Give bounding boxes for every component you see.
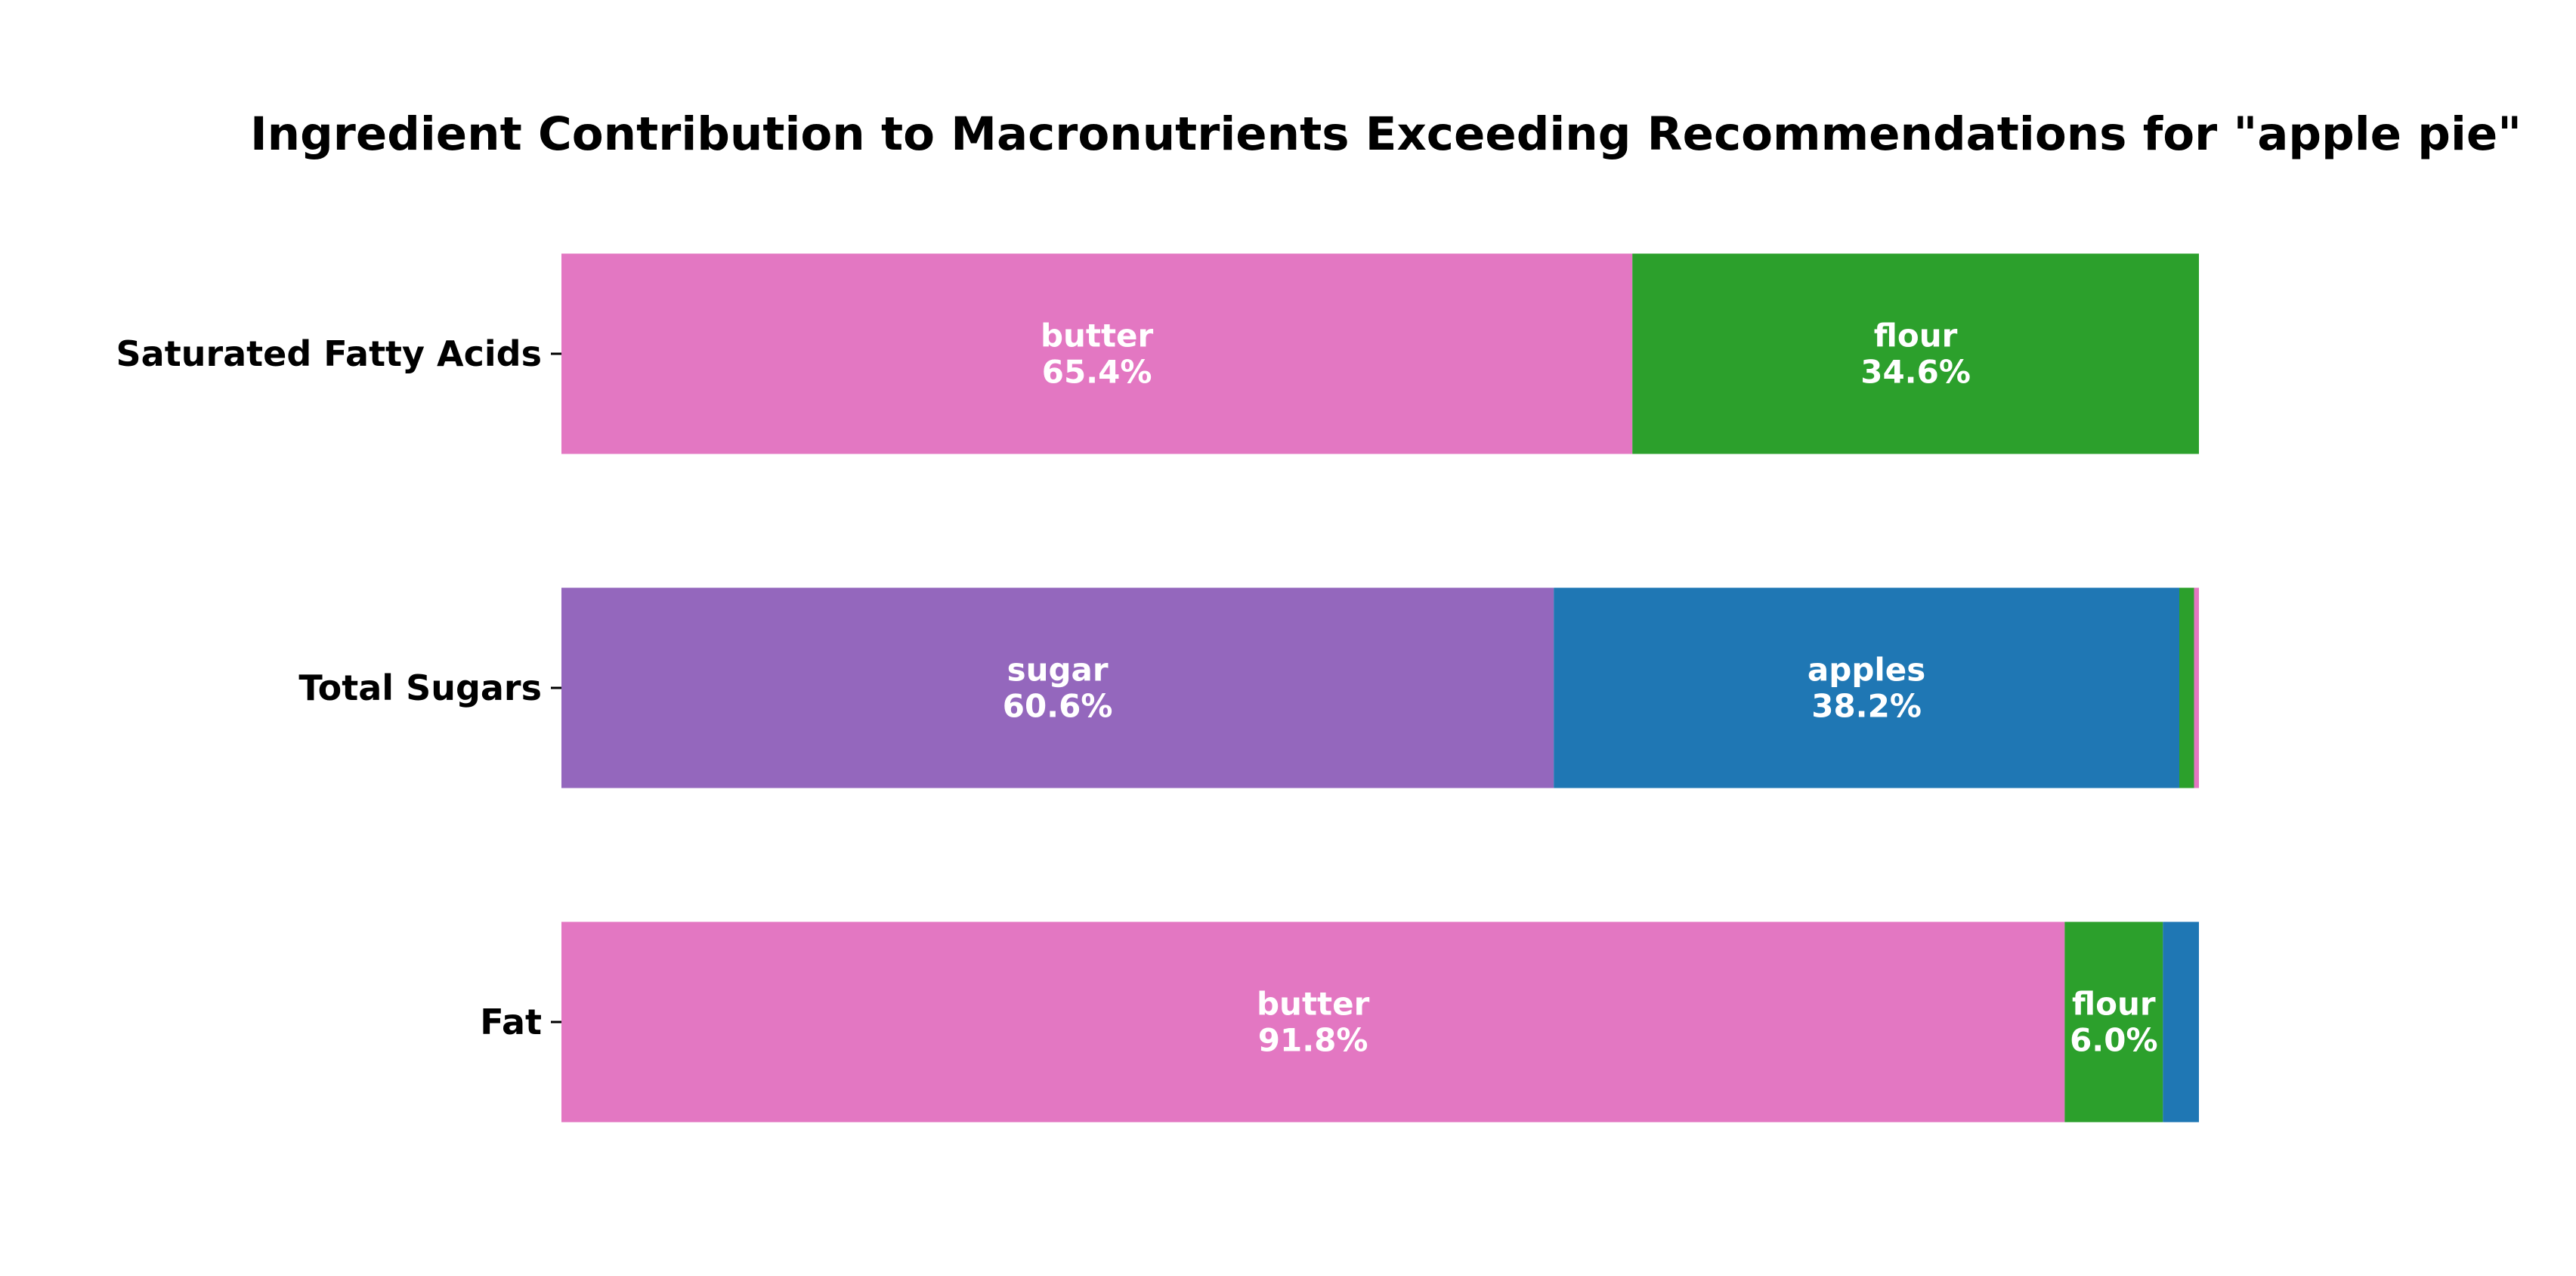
segment-label-butter: butter 65.4% [1041,317,1154,391]
segment-labels: butter 65.4% flour 34.6% sugar 60.6% apples 38.… [1003,317,2158,1059]
category-labels: Saturated Fatty Acids Total Sugars Fat [116,333,561,1042]
bar-segment-apples [2163,921,2199,1123]
segment-label-flour: flour 6.0% [2070,986,2157,1059]
category-label: Fat [480,1002,542,1042]
bar-segment-flour [2179,587,2194,788]
category-label: Saturated Fatty Acids [116,333,542,374]
segment-label-apples: apples 38.2% [1808,652,1925,725]
bar-segment-butter [561,921,2065,1123]
bar-segment-sugar [561,587,1554,788]
category-label: Total Sugars [298,667,542,708]
bar-segment-apples [1554,587,2179,788]
segment-label-flour: flour 34.6% [1860,317,1971,391]
chart-title: Ingredient Contribution to Macronutrient… [250,107,2522,161]
segment-label-butter: butter 91.8% [1257,986,1370,1059]
bar-segment-butter [561,253,1633,454]
bars-group [561,253,2199,1123]
segment-label-sugar: sugar 60.6% [1003,652,1113,725]
bar-segment-flour [1632,253,2199,454]
bar-segment-butter [2194,587,2199,788]
bar-segment-flour [2064,921,2163,1123]
